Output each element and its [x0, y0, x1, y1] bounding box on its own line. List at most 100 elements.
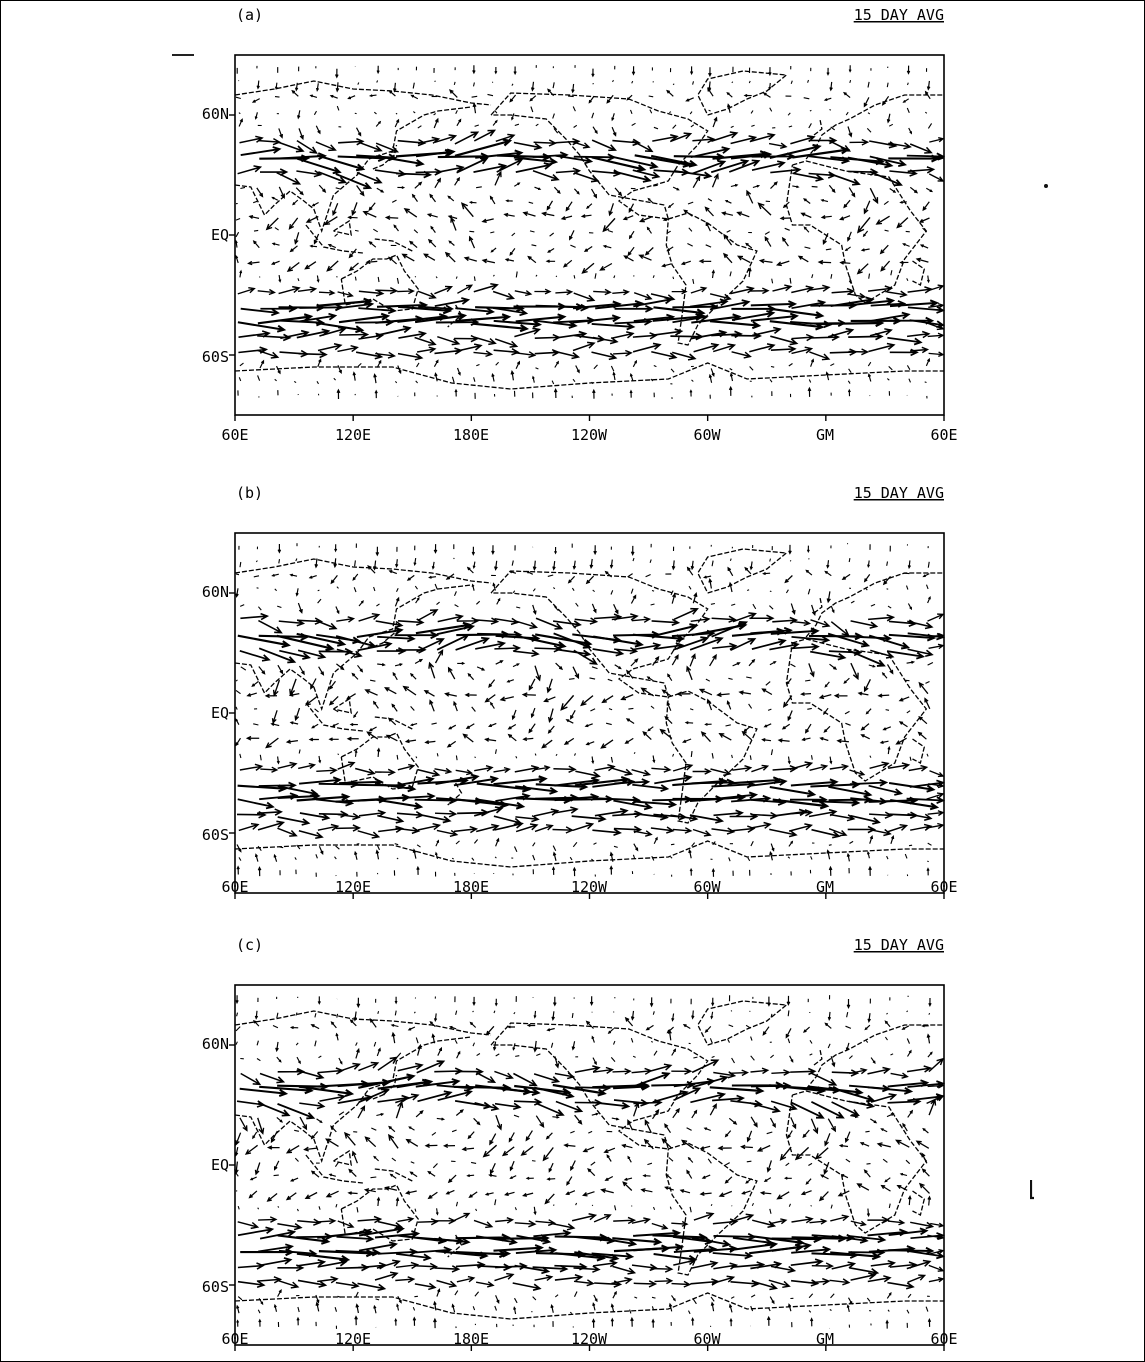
panel-a-wind-arrow	[494, 338, 519, 348]
panel-c-wind-arrow	[784, 1176, 792, 1180]
panel-a-wind-arrow	[906, 365, 911, 370]
panel-a-wind-arrow	[388, 256, 398, 265]
panel-b-wind-arrow	[732, 662, 741, 667]
panel-b-wind-arrow	[907, 603, 913, 611]
panel-b-wind-arrow	[466, 566, 474, 574]
panel-c-wind-arrow	[824, 1022, 832, 1029]
panel-a-wind-arrow	[534, 333, 561, 342]
panel-c-wind-arrow	[347, 1191, 358, 1195]
panel-a-wind-arrow	[397, 352, 424, 361]
panel-b-wind-arrow	[256, 587, 259, 589]
panel-a-wind-arrow	[401, 253, 415, 262]
panel-a-wind-arrow	[633, 296, 674, 308]
panel-a-wind-arrow	[395, 112, 398, 115]
panel-c-wind-arrow	[374, 1271, 399, 1281]
panel-c-wind-arrow	[495, 1295, 500, 1304]
panel-b-wind-arrow	[898, 721, 908, 728]
panel-c-wind-arrow	[433, 1300, 437, 1311]
panel-c-wind-arrow	[310, 1170, 320, 1178]
panel-c-wind-arrow	[270, 1130, 278, 1144]
panel-a-wind-arrow	[362, 210, 377, 218]
panel-a-wind-arrow	[809, 109, 812, 112]
panel-c-wind-arrow	[769, 1296, 775, 1305]
panel-b-wind-arrow	[489, 701, 495, 709]
panel-a-wind-arrow	[368, 241, 377, 248]
panel-b-lat-label-eq: EQ	[211, 704, 229, 722]
panel-b-wind-arrow	[769, 828, 798, 838]
panel-c-wind-arrow	[548, 1162, 554, 1173]
panel-b-wind-arrow	[611, 613, 639, 621]
panel-b-wind-arrow	[788, 823, 813, 832]
panel-a-wind-arrow	[357, 82, 360, 85]
panel-b-wind-arrow	[377, 814, 405, 824]
panel-b-wind-arrow	[317, 589, 320, 592]
panel-c-wind-arrow	[927, 1195, 932, 1206]
panel-c-wind-arrow	[304, 1191, 318, 1199]
panel-c-plot	[229, 984, 946, 1351]
panel-b-wind-arrow	[253, 723, 259, 726]
panel-a-wind-arrow	[552, 113, 555, 119]
panel-a-wind-arrow	[826, 67, 830, 76]
panel-a-wind-arrow	[711, 131, 739, 142]
panel-b-wind-arrow	[712, 841, 716, 846]
panel-b-lon-label-120e: 120E	[335, 878, 371, 896]
panel-c-wind-arrow	[809, 1218, 828, 1225]
panel-b-wind-arrow	[376, 603, 380, 607]
panel-a-wind-arrow	[334, 233, 339, 237]
panel-b-wind-arrow	[317, 598, 322, 604]
panel-c-wind-arrow	[866, 1163, 871, 1165]
panel-c-wind-arrow	[514, 1207, 517, 1211]
panel-b-wind-arrow	[515, 785, 559, 795]
panel-c-wind-arrow	[544, 1193, 555, 1205]
panel-c-wind-arrow	[927, 1317, 932, 1327]
panel-b-wind-arrow	[671, 560, 676, 571]
panel-a-wind-arrow	[293, 380, 297, 384]
panel-b-wind-arrow	[352, 573, 359, 581]
panel-c-wind-arrow	[850, 1208, 853, 1213]
panel-c-wind-arrow	[472, 1042, 475, 1047]
panel-a-wind-arrow	[608, 203, 615, 217]
panel-a-wind-arrow	[726, 229, 731, 233]
panel-a-wind-arrow	[652, 275, 655, 278]
panel-c-wind-arrow	[787, 1130, 793, 1139]
panel-c-wind-arrow	[277, 1206, 280, 1208]
panel-b-wind-arrow	[708, 578, 713, 589]
panel-a-wind-arrow	[560, 215, 573, 221]
panel-c-wind-arrow	[847, 1297, 853, 1305]
panel-b-wind-arrow	[553, 632, 592, 649]
panel-c-wind-arrow	[906, 1249, 946, 1260]
panel-c-wind-arrow	[709, 1086, 765, 1095]
panel-b-wind-arrow	[910, 823, 933, 831]
panel-c-wind-arrow	[887, 1219, 906, 1226]
panel-a-wind-arrow	[708, 109, 711, 112]
panel-b-wind-arrow	[260, 766, 279, 773]
panel-a-wind-arrow	[473, 163, 508, 173]
panel-c-wind-arrow	[416, 1060, 446, 1074]
panel-c-wind-arrow	[338, 1057, 343, 1065]
panel-c-wind-arrow	[630, 1316, 634, 1327]
panel-c-wind-arrow	[363, 1188, 376, 1193]
panel-c-wind-arrow	[811, 1101, 845, 1119]
panel-c-wind-arrow	[582, 1191, 595, 1197]
panel-a-wind-arrow	[415, 148, 456, 158]
panel-c-wind-arrow	[593, 1214, 612, 1223]
panel-a-wind-arrow	[691, 379, 694, 382]
panel-a-wind-arrow	[472, 82, 475, 87]
panel-a-wind-arrow	[612, 289, 630, 296]
panel-b-wind-arrow	[808, 663, 815, 678]
panel-c-wind-arrow	[610, 1317, 614, 1327]
panel-b-wind-arrow	[464, 692, 477, 698]
panel-b-wind-arrow	[335, 845, 340, 850]
panel-c-wind-arrow	[710, 1296, 715, 1302]
panel-a-wind-arrow	[434, 80, 436, 82]
panel-b-wind-arrow	[239, 604, 245, 607]
panel-a-wind-arrow	[613, 275, 616, 279]
panel-c-wind-arrow	[526, 1023, 536, 1028]
panel-b-wind-arrow	[811, 828, 841, 839]
panel-b-wind-arrow	[513, 649, 540, 658]
panel-a-wind-arrow	[408, 240, 418, 249]
panel-c-wind-arrow	[863, 1169, 871, 1178]
panel-a-wind-arrow	[745, 242, 753, 249]
panel-c-wind-arrow	[630, 1038, 634, 1043]
panel-b-wind-arrow	[633, 752, 636, 754]
